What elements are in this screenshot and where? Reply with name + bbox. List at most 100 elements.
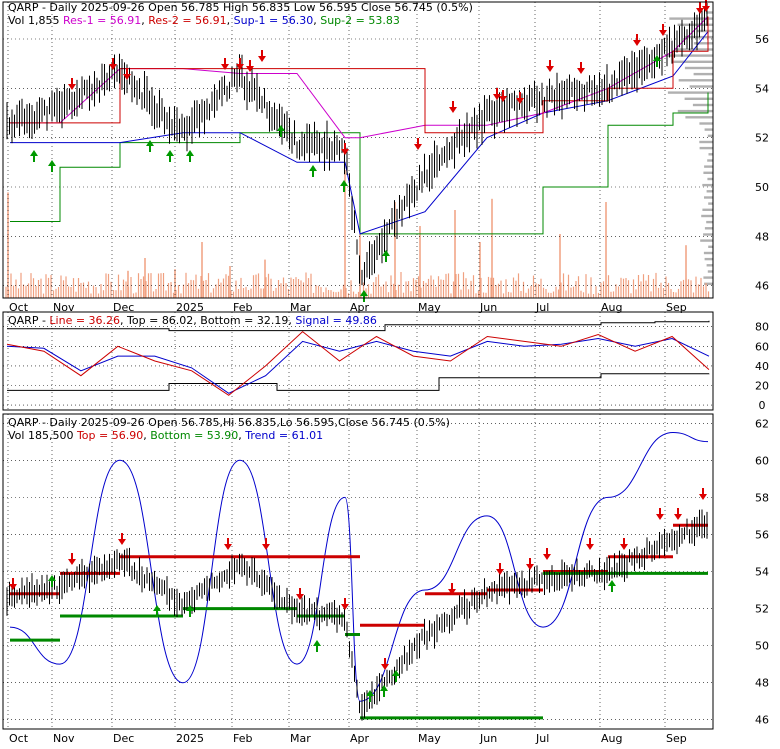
trend-x-tick-label: Sep: [666, 732, 687, 745]
volume-profile-bar: [707, 134, 713, 137]
sell-arrow: [68, 78, 76, 90]
volume-profile-bar: [699, 140, 713, 144]
price-panel-header-line2-part: Res-2 = 56.91: [148, 14, 226, 27]
trend-x-tick-label: Dec: [113, 732, 134, 745]
oscillator-y-tick-label: 40: [755, 360, 769, 373]
price-x-tick-label: Aug: [601, 301, 622, 314]
trend-panel-header-line2-part: ,: [143, 429, 150, 442]
price-panel-header-line2: Vol 1,855 Res-1 = 56.91, Res-2 = 56.91, …: [8, 14, 400, 27]
buy-arrow-p3: [366, 690, 374, 702]
price-x-tick-label: Jul: [535, 301, 549, 314]
buy-arrow: [360, 290, 368, 302]
trend-y-tick-label: 60: [755, 454, 769, 467]
volume-profile-bar: [689, 85, 713, 88]
sell-arrow: [633, 34, 641, 46]
oscillator-panel-header: QARP - Line = 36.26, Top = 86.02, Bottom…: [8, 314, 377, 327]
oscillator-panel-header-part: Signal = 49.86: [295, 314, 377, 327]
sell-arrow-p3: [674, 508, 682, 520]
buy-arrow-p3: [153, 605, 161, 617]
volume-profile-bar: [684, 35, 713, 39]
buy-arrow-p3: [380, 685, 388, 697]
buy-arrow: [309, 165, 317, 177]
volume-profile-bar: [701, 214, 713, 218]
sell-arrow-p3: [656, 508, 664, 520]
trend-panel-header-line2-part: Vol 185,500: [8, 429, 77, 442]
sell-arrow: [449, 101, 457, 113]
price-panel-header-line1: QARP - Daily 2025-09-26 Open 56.785 High…: [8, 1, 473, 14]
price-panel-header-line2-part: Vol 1,855: [8, 14, 63, 27]
volume-profile-bar: [693, 42, 713, 45]
volume-profile-bar: [707, 270, 713, 273]
price-panel-header-line2-part: ,: [141, 14, 148, 27]
sell-arrow: [493, 88, 501, 100]
volume-profile-bar: [672, 60, 713, 63]
price-panel-header-line2-part: Res-1 = 56.91: [63, 14, 141, 27]
trend-x-tick-label: Aug: [601, 732, 622, 745]
sell-arrow: [221, 58, 229, 70]
oscillator-panel-header-part: QARP -: [8, 314, 49, 327]
buy-arrow-p3: [608, 580, 616, 592]
sup-2-line: [10, 92, 709, 235]
trend-panel-header-line1: QARP - Daily 2025-09-26 Open 56.785,Hi 5…: [8, 416, 450, 429]
buy-arrow: [277, 125, 285, 137]
volume-profile-bar: [703, 171, 713, 174]
price-y-tick-label: 54: [755, 82, 769, 95]
buy-arrow: [340, 180, 348, 192]
volume-profile-bar: [678, 79, 713, 82]
bottom-line: [7, 373, 710, 391]
sell-arrow-p3: [699, 488, 707, 500]
price-x-tick-label: Nov: [53, 301, 75, 314]
sell-arrow-p3: [526, 558, 534, 570]
price-y-tick-label: 46: [755, 280, 769, 293]
price-panel-header-line2-part: ,: [227, 14, 234, 27]
volume-profile-bar: [669, 17, 713, 20]
price-y-tick-label: 56: [755, 33, 769, 46]
price-panel-header-line1-part: QARP - Daily 2025-09-26 Open 56.785 High…: [8, 1, 473, 14]
volume-profile-bar: [704, 227, 713, 230]
trend-y-tick-label: 56: [755, 528, 769, 541]
price-x-tick-label: Apr: [350, 301, 370, 314]
price-y-tick-label: 52: [755, 132, 769, 145]
volume-profile-bar: [706, 220, 713, 224]
buy-arrow: [146, 140, 154, 152]
volume-profile-bar: [677, 109, 713, 113]
volume-profile-bar: [704, 196, 713, 199]
volume-profile-bar: [692, 103, 713, 107]
buy-arrow: [166, 150, 174, 162]
volume-profile-bar: [693, 72, 713, 76]
sell-arrow-p3: [543, 548, 551, 560]
trend-x-tick-label: Oct: [9, 732, 29, 745]
top-line: [7, 320, 710, 332]
sell-arrow-p3: [68, 553, 76, 565]
trend-panel-header-line2-part: ,: [238, 429, 245, 442]
sell-arrow: [499, 90, 507, 102]
oscillator-y-tick-label: 80: [755, 321, 769, 334]
volume-profile-bar: [707, 159, 713, 162]
sell-arrow: [123, 68, 131, 80]
volume-profile-bar: [702, 183, 713, 187]
trend-x-tick-label: Jul: [535, 732, 549, 745]
trend-panel-header-line1-part: QARP - Daily 2025-09-26 Open 56.785,Hi 5…: [8, 416, 450, 429]
volume-profile-bar: [685, 116, 713, 119]
sell-arrow: [702, 0, 710, 12]
price-x-tick-label: Mar: [290, 301, 311, 314]
volume-profile-bar: [707, 177, 713, 181]
oscillator-y-tick-label: 60: [755, 340, 769, 353]
price-x-tick-label: Sep: [666, 301, 687, 314]
price-x-tick-label: Jun: [479, 301, 497, 314]
res-2-line: [10, 16, 709, 134]
volume-profile-bar: [684, 97, 713, 100]
sell-arrow-p3: [9, 578, 17, 590]
volume-profile-bar: [705, 11, 713, 14]
trend-y-tick-label: 62: [755, 417, 769, 430]
price-panel-header-line2-part: Sup-2 = 53.83: [320, 14, 400, 27]
buy-arrow: [30, 150, 38, 162]
trend-curve: [9, 431, 709, 702]
trend-y-tick-label: 46: [755, 714, 769, 727]
volume-profile-bar: [677, 23, 713, 26]
sell-arrow: [258, 50, 266, 62]
volume-profile-bar: [699, 122, 713, 125]
trend-x-tick-label: Apr: [350, 732, 370, 745]
oscillator-panel-header-part: , Top = 86.02, Bottom = 32.19,: [120, 314, 295, 327]
